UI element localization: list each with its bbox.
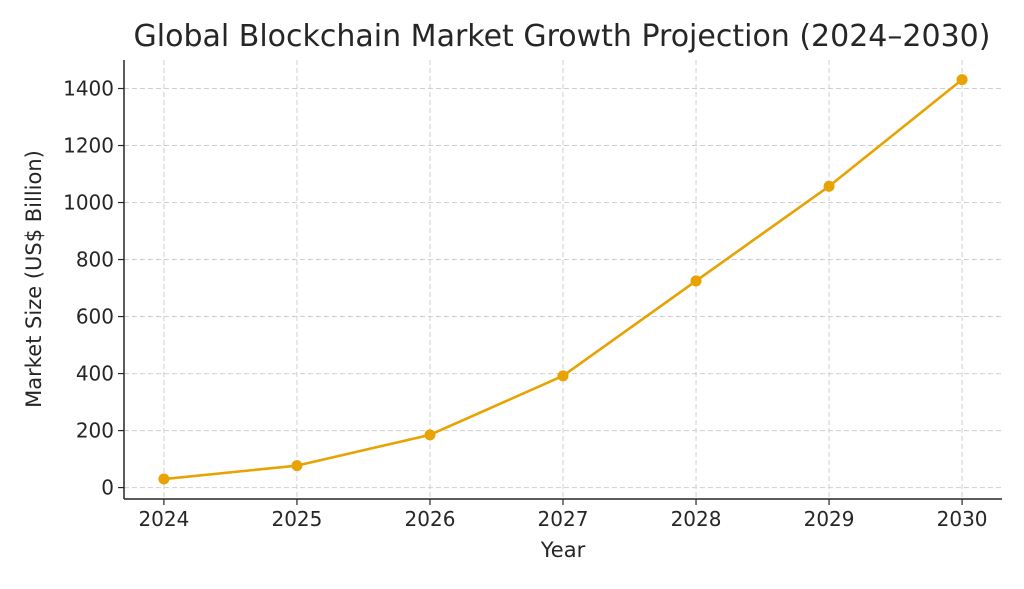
data-point (823, 180, 835, 192)
x-tick-label: 2027 (538, 507, 589, 531)
data-point (690, 275, 702, 287)
data-point (158, 473, 170, 485)
x-tick-label: 2026 (405, 507, 456, 531)
data-point (956, 74, 968, 86)
data-point (557, 370, 569, 382)
x-tick-label: 2029 (804, 507, 855, 531)
data-point (424, 429, 436, 441)
data-series (158, 74, 968, 485)
y-tick-label: 1000 (63, 191, 114, 215)
y-tick-label: 1200 (63, 134, 114, 158)
x-axis-label: Year (540, 538, 586, 562)
grid (124, 60, 1002, 499)
y-axis-label: Market Size (US$ Billion) (22, 150, 46, 408)
y-tick-label: 600 (76, 305, 114, 329)
ticks: 2024 2025 2026 2027 2028 2029 2030 0 200 400 600 80… (63, 77, 987, 531)
y-tick-label: 800 (76, 248, 114, 272)
data-point (291, 460, 303, 472)
x-tick-label: 2024 (138, 507, 189, 531)
x-tick-label: 2025 (271, 507, 322, 531)
y-tick-label: 0 (101, 476, 114, 500)
chart-title: Global Blockchain Market Growth Projecti… (134, 19, 991, 54)
y-tick-label: 400 (76, 362, 114, 386)
y-tick-label: 200 (76, 419, 114, 443)
y-tick-label: 1400 (63, 77, 114, 101)
x-tick-label: 2028 (671, 507, 722, 531)
x-tick-label: 2030 (937, 507, 988, 531)
